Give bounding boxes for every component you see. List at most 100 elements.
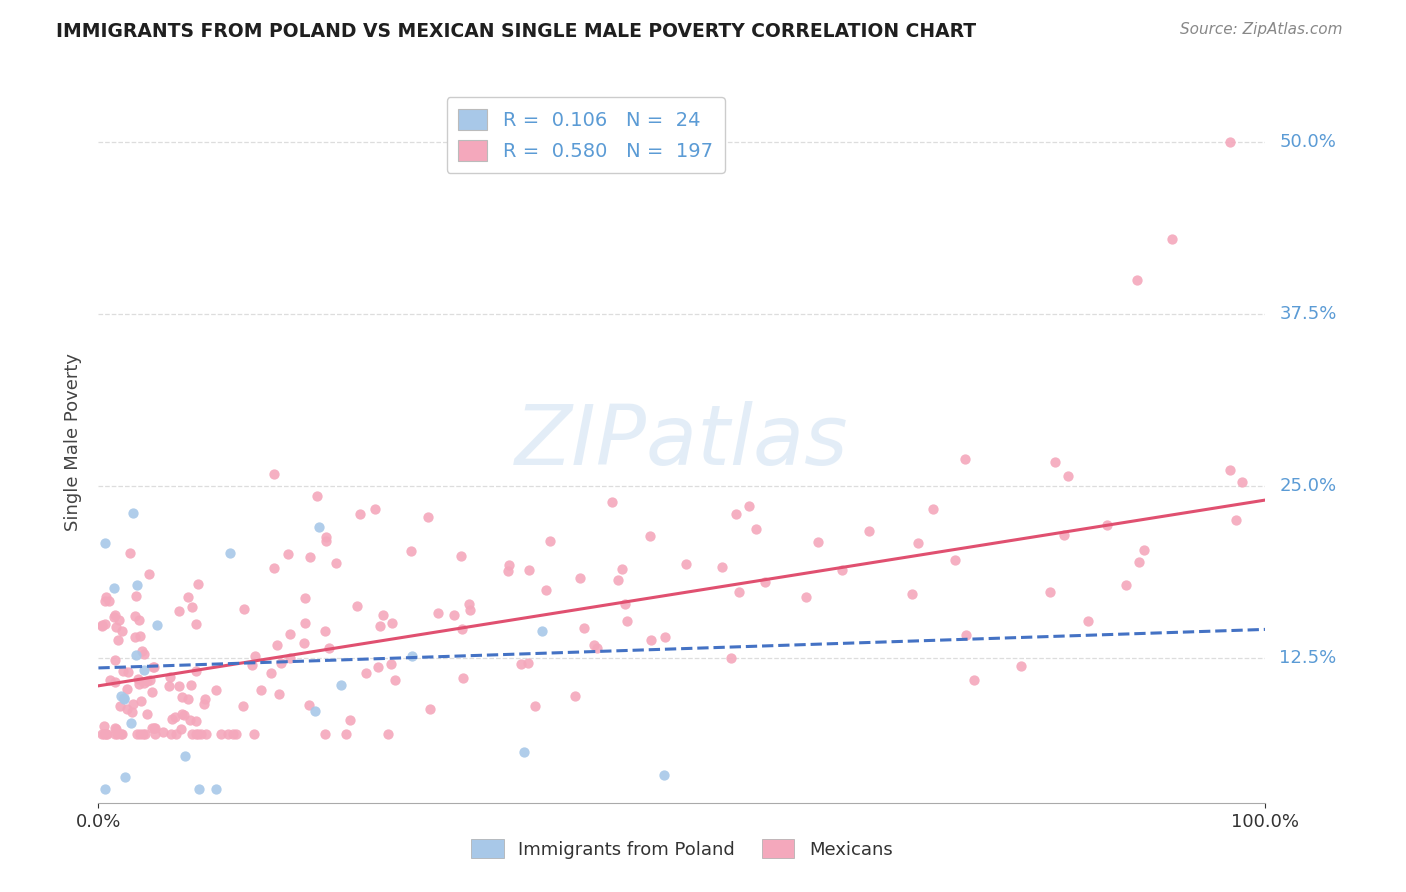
Point — [94, 616, 117, 631]
Point — [325, 556, 347, 570]
Point — [278, 650, 301, 665]
Point — [1133, 543, 1156, 558]
Point — [132, 727, 155, 741]
Point — [538, 534, 561, 549]
Point — [94, 594, 117, 608]
Point — [335, 727, 357, 741]
Point — [104, 620, 127, 634]
Point — [315, 530, 337, 544]
Point — [172, 706, 194, 721]
Point — [377, 727, 399, 741]
Point — [270, 656, 292, 670]
Point — [127, 727, 149, 741]
Point — [108, 699, 131, 714]
Point — [267, 687, 290, 701]
Point — [418, 509, 440, 524]
Point — [516, 656, 538, 670]
Point — [187, 727, 209, 741]
Point — [111, 727, 134, 741]
Point — [131, 644, 153, 658]
Point — [266, 639, 288, 653]
Point — [167, 679, 190, 693]
Point — [1128, 556, 1150, 570]
Point — [616, 614, 638, 628]
Point — [136, 674, 159, 689]
Point — [128, 613, 150, 627]
Point — [498, 564, 520, 578]
Point — [600, 494, 623, 508]
Point — [534, 582, 557, 597]
Point — [450, 549, 472, 563]
Point — [104, 607, 127, 622]
Point — [125, 589, 148, 603]
Point — [380, 657, 402, 671]
Point — [1219, 135, 1241, 149]
Point — [222, 727, 245, 741]
Point — [186, 727, 208, 741]
Point — [1219, 463, 1241, 477]
Point — [1225, 513, 1247, 527]
Point — [134, 663, 156, 677]
Point — [103, 581, 125, 595]
Point — [371, 608, 394, 623]
Point — [105, 727, 128, 741]
Point — [186, 714, 208, 729]
Point — [744, 523, 766, 537]
Point — [531, 624, 554, 638]
Point — [614, 597, 637, 611]
Point — [135, 707, 157, 722]
Point — [205, 683, 228, 698]
Point — [124, 648, 146, 662]
Point — [218, 546, 240, 560]
Point — [367, 660, 389, 674]
Point — [98, 594, 121, 608]
Text: 12.5%: 12.5% — [1279, 649, 1337, 667]
Point — [170, 690, 193, 704]
Point — [314, 727, 336, 741]
Point — [329, 678, 352, 692]
Point — [90, 619, 112, 633]
Point — [245, 649, 267, 664]
Point — [586, 641, 609, 656]
Point — [180, 678, 202, 692]
Point — [121, 705, 143, 719]
Point — [139, 673, 162, 688]
Point — [159, 670, 181, 684]
Point — [259, 666, 281, 681]
Point — [110, 727, 132, 741]
Point — [315, 533, 337, 548]
Point — [134, 727, 156, 741]
Point — [346, 599, 368, 614]
Text: 37.5%: 37.5% — [1279, 305, 1337, 323]
Point — [181, 600, 204, 615]
Point — [115, 681, 138, 696]
Point — [104, 675, 127, 690]
Point — [94, 782, 117, 797]
Point — [91, 727, 114, 741]
Point — [173, 707, 195, 722]
Point — [129, 727, 152, 741]
Point — [1043, 455, 1066, 469]
Point — [233, 602, 256, 616]
Point — [110, 624, 132, 638]
Point — [640, 633, 662, 648]
Point — [363, 502, 385, 516]
Point — [176, 691, 198, 706]
Point — [564, 690, 586, 704]
Point — [1232, 475, 1254, 490]
Point — [124, 609, 146, 624]
Point — [510, 657, 533, 672]
Point — [225, 727, 247, 741]
Text: 25.0%: 25.0% — [1279, 477, 1337, 495]
Point — [612, 562, 634, 576]
Point — [96, 727, 118, 741]
Point — [107, 632, 129, 647]
Point — [831, 563, 853, 577]
Point — [298, 550, 321, 565]
Point — [953, 451, 976, 466]
Point — [142, 660, 165, 674]
Point — [675, 558, 697, 572]
Point — [205, 782, 228, 797]
Text: ZIPatlas: ZIPatlas — [515, 401, 849, 482]
Point — [1010, 659, 1032, 673]
